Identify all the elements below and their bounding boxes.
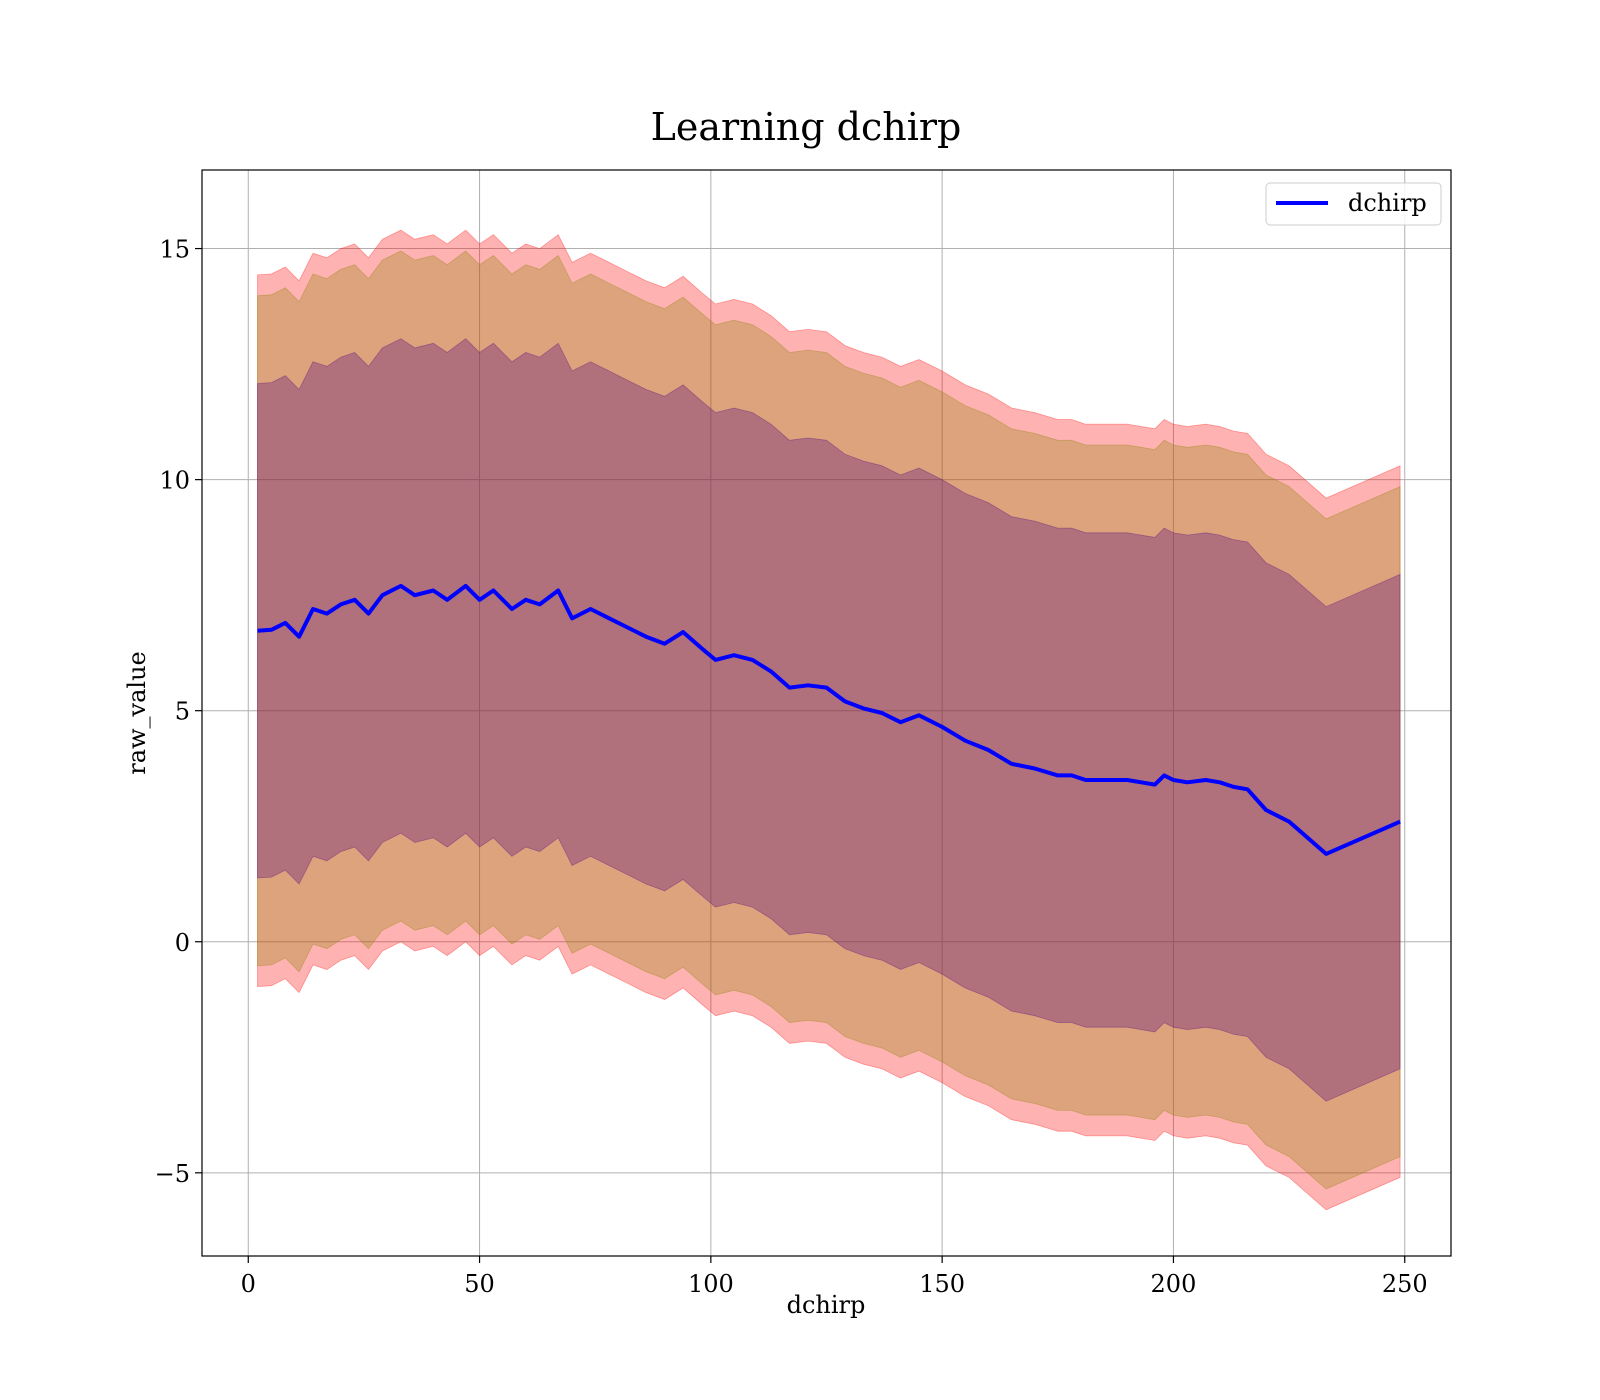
legend-label-dchirp: dchirp [1348, 189, 1427, 217]
x-axis-ticks: 0 50 100 150 200 250 [241, 1256, 1428, 1298]
legend: dchirp [1265, 182, 1442, 226]
x-tick-label-2: 100 [688, 1270, 734, 1298]
y-axis-label: raw_value [123, 651, 151, 775]
chart-title: Learning dchirp [651, 105, 962, 149]
x-tick-label-0: 0 [241, 1270, 256, 1298]
y-axis-ticks: −5 0 5 10 15 [155, 236, 202, 1188]
series-layer [257, 583, 1401, 856]
inner-band [257, 338, 1401, 1102]
x-tick-label-1: 50 [464, 1270, 495, 1298]
x-tick-label-3: 150 [919, 1270, 965, 1298]
legend-box [1265, 182, 1442, 226]
y-tick-label-4: 15 [159, 236, 190, 264]
x-axis-label: dchirp [787, 1291, 866, 1319]
x-tick-label-5: 250 [1382, 1270, 1428, 1298]
x-tick-label-4: 200 [1151, 1270, 1197, 1298]
y-tick-label-3: 10 [159, 467, 190, 495]
series-line-dchirp [257, 583, 1401, 856]
middle-band [257, 250, 1401, 1190]
y-tick-label-0: −5 [155, 1160, 190, 1188]
plot-frame [201, 169, 1452, 1257]
y-tick-label-1: 0 [175, 929, 190, 957]
grid [202, 170, 1451, 1256]
outer-band [257, 229, 1401, 1211]
y-tick-label-2: 5 [175, 698, 190, 726]
confidence-bands [257, 229, 1401, 1211]
